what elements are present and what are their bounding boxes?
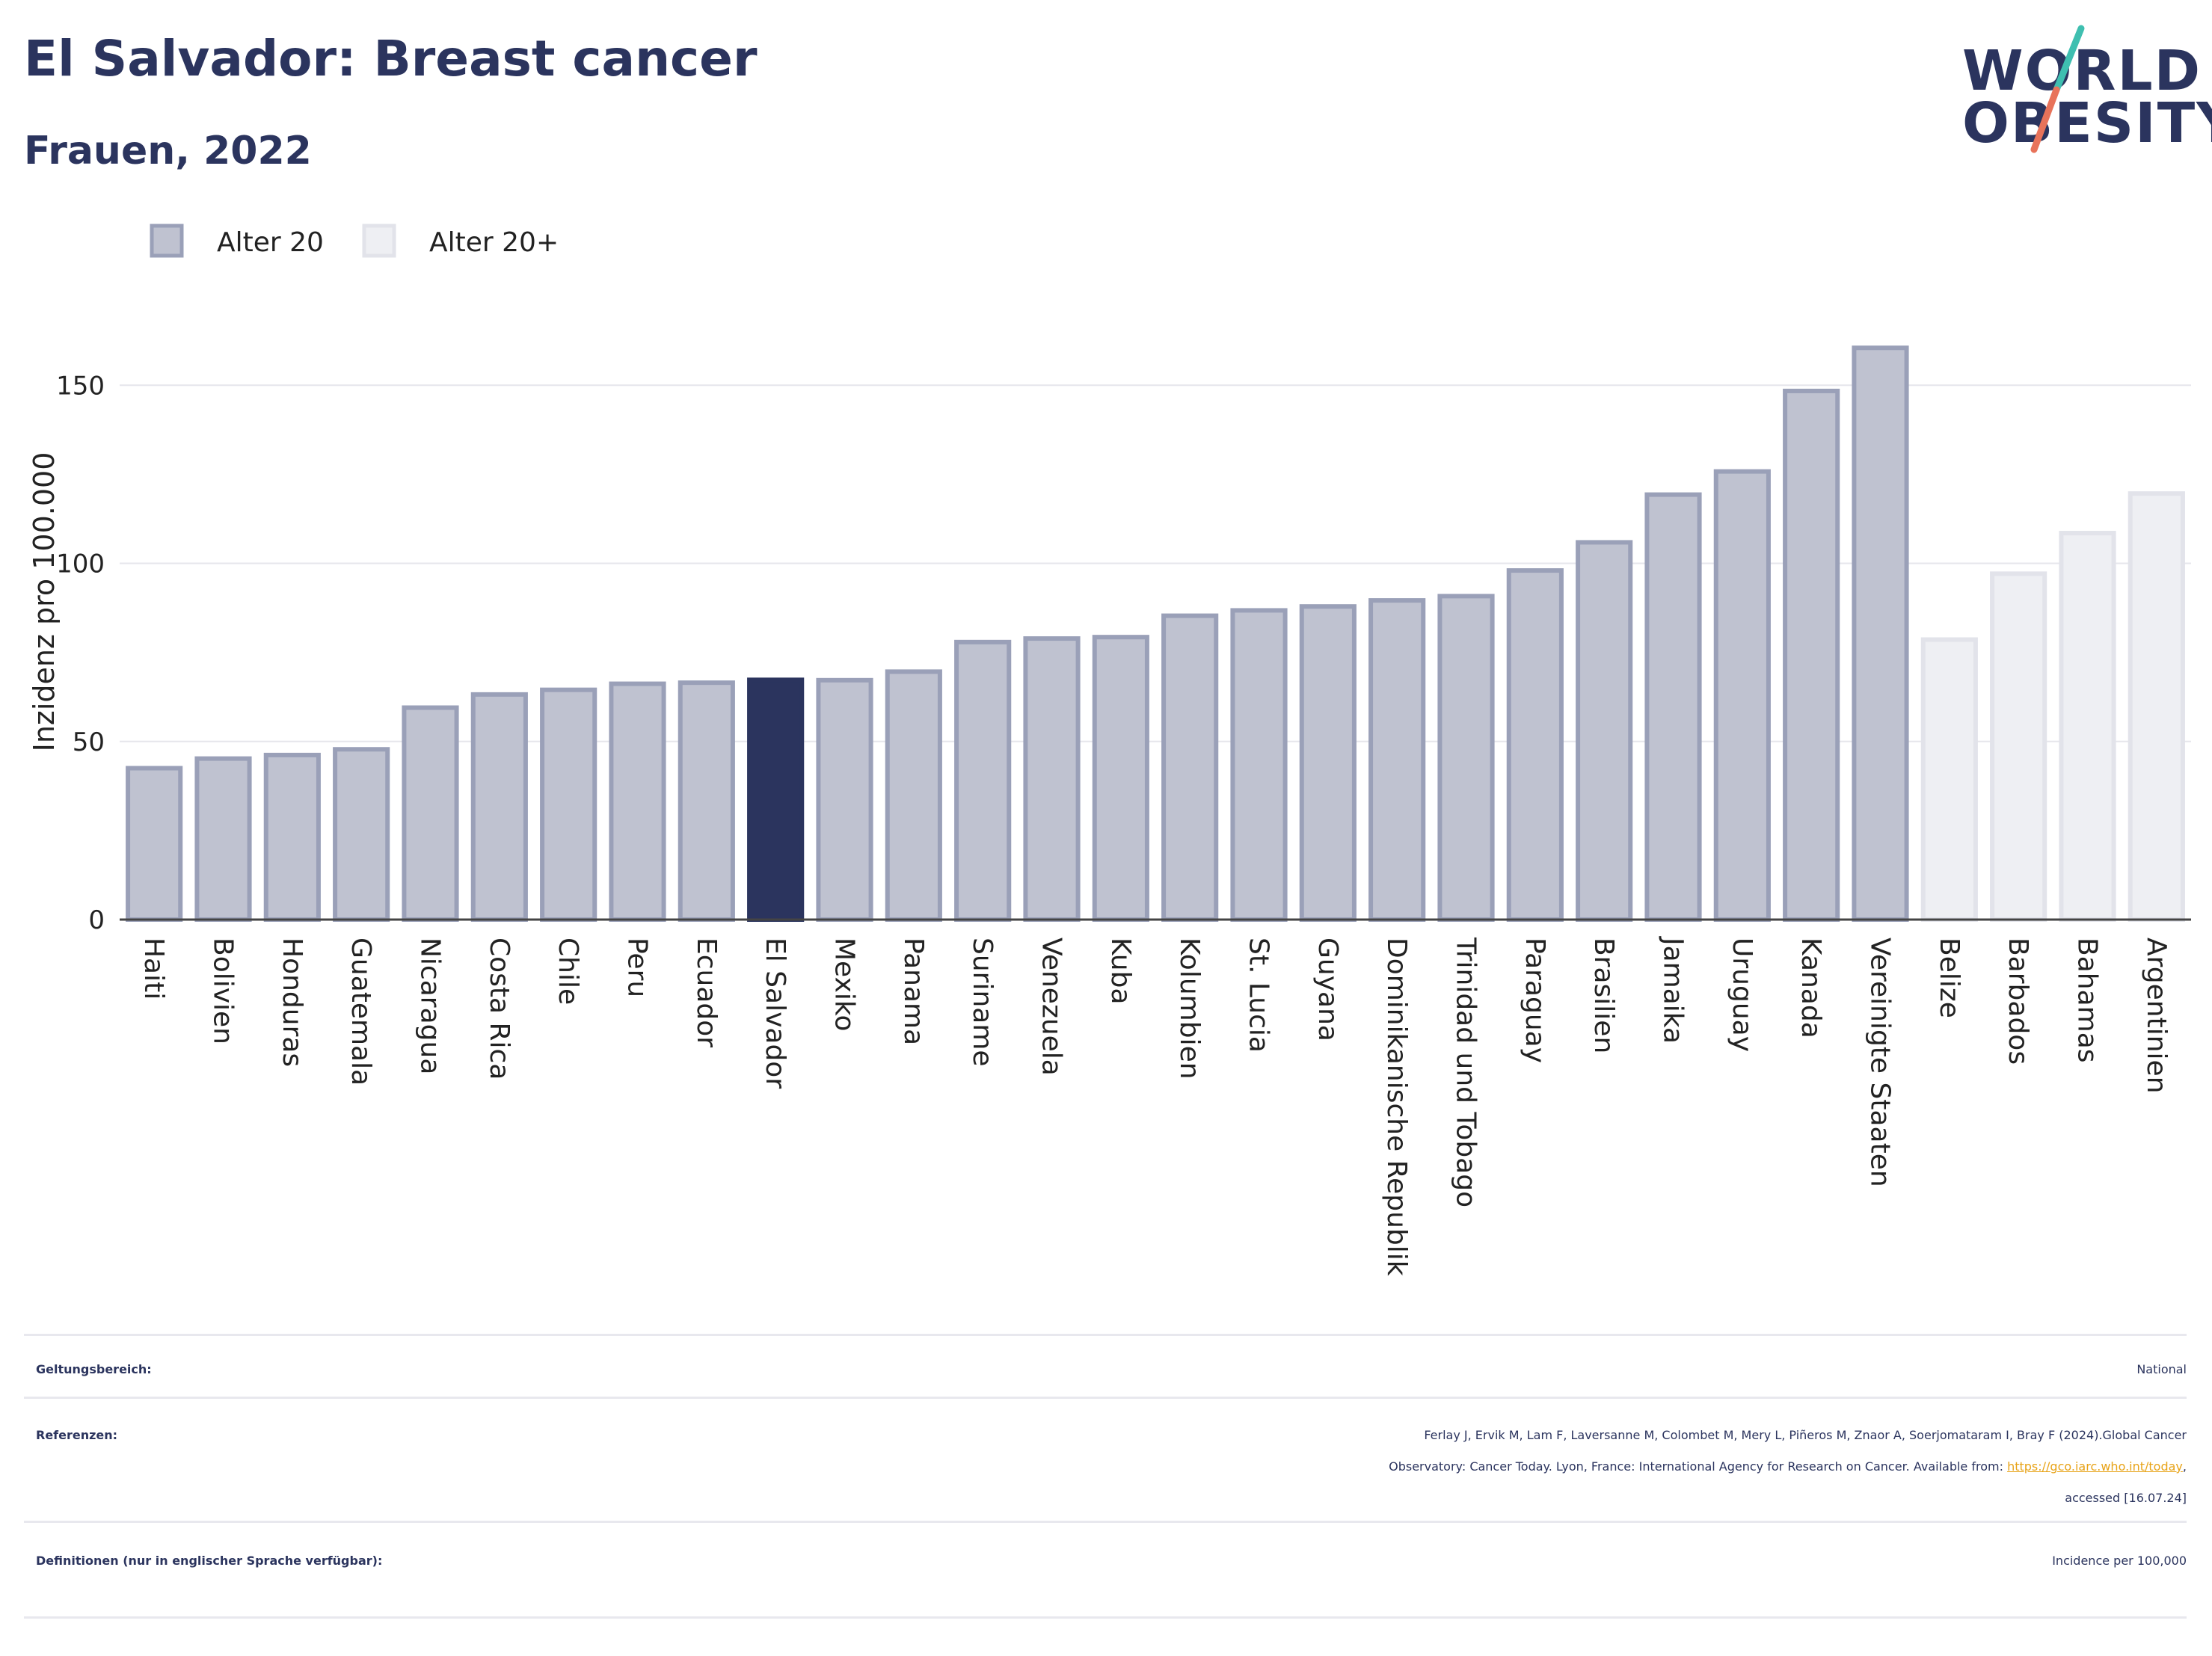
x-tick-label: Bahamas	[2072, 938, 2103, 1063]
info-references-row: Referenzen: Ferlay J, Ervik M, Lam F, La…	[24, 1397, 2187, 1523]
bar	[194, 756, 252, 923]
reference-line-2-end: ,	[2182, 1459, 2187, 1474]
bar	[1506, 568, 1564, 922]
x-tick-label: Honduras	[277, 938, 307, 1067]
x-tick-label: Ecuador	[691, 938, 722, 1047]
bar	[1437, 594, 1495, 922]
legend-swatch	[150, 224, 184, 258]
x-tick-label: Brasilien	[1588, 938, 1619, 1053]
bar	[1852, 345, 1909, 922]
references-label: Referenzen:	[36, 1428, 118, 1442]
bar	[1576, 540, 1633, 923]
x-tick-label: St. Lucia	[1244, 938, 1274, 1053]
x-tick-label: Paraguay	[1520, 938, 1550, 1063]
scope-label: Geltungsbereich:	[36, 1362, 152, 1376]
page-subtitle: Frauen, 2022	[24, 129, 312, 173]
bar	[678, 680, 735, 922]
info-bottom-divider	[24, 1616, 2187, 1619]
bar	[1713, 469, 1771, 922]
bar	[1161, 613, 1219, 923]
x-tick-label: Haiti	[138, 938, 169, 1000]
x-tick-label: Vereinigte Staaten	[1865, 938, 1896, 1187]
logo-line-2: OBESITY	[1962, 91, 2212, 156]
reference-line-2: Observatory: Cancer Today. Lyon, France:…	[616, 1451, 2187, 1483]
y-tick-label: 100	[56, 550, 105, 579]
info-scope-row: Geltungsbereich: National	[24, 1334, 2187, 1399]
x-tick-label: Dominikanische Republik	[1381, 938, 1412, 1276]
definitions-label: Definitionen (nur in englischer Sprache …	[36, 1554, 383, 1568]
references-value: Ferlay J, Ervik M, Lam F, Laversanne M, …	[616, 1420, 2187, 1514]
bar	[1023, 636, 1081, 922]
x-tick-label: Bolivien	[208, 938, 239, 1044]
y-axis-label: Inzidenz pro 100.000	[28, 452, 61, 752]
x-tick-label: Guatemala	[345, 938, 376, 1086]
x-tick-label: Nicaragua	[415, 938, 446, 1074]
legend-swatch	[362, 224, 396, 258]
x-tick-label: Mexiko	[829, 938, 860, 1031]
x-tick-label: Kanada	[1795, 938, 1826, 1038]
bar	[1092, 635, 1149, 922]
bar	[2059, 531, 2116, 922]
x-tick-label: Jamaika	[1658, 936, 1689, 1044]
logo-slash-icon	[2030, 25, 2085, 153]
bar	[333, 747, 390, 923]
bar	[954, 639, 1012, 922]
legend-label: Alter 20	[217, 227, 324, 258]
bar	[609, 681, 666, 922]
bar	[1230, 608, 1288, 922]
x-tick-label: Chile	[553, 938, 583, 1005]
bar	[885, 669, 942, 922]
reference-link[interactable]: https://gco.iarc.who.int/today	[2007, 1459, 2183, 1474]
definitions-value: Incidence per 100,000	[2052, 1554, 2187, 1568]
bar	[1920, 637, 1978, 923]
bar	[816, 677, 873, 922]
bar	[402, 705, 459, 922]
bar	[1644, 492, 1702, 922]
y-tick-label: 150	[56, 371, 105, 401]
x-tick-label: Guyana	[1312, 938, 1343, 1041]
bar	[747, 677, 805, 922]
bar	[470, 692, 528, 923]
legend-label: Alter 20+	[429, 227, 559, 258]
x-tick-label: Belize	[1934, 938, 1964, 1018]
x-tick-label: Barbados	[2003, 938, 2033, 1065]
bar	[1783, 388, 1840, 922]
x-tick-label: Argentinien	[2141, 938, 2172, 1094]
reference-line-3: accessed [16.07.24]	[2065, 1491, 2187, 1505]
x-tick-label: Trinidad und Tobago	[1451, 937, 1481, 1207]
world-obesity-logo: WORLD OBESITY	[1944, 22, 2212, 157]
info-definitions-row: Definitionen (nur in englischer Sprache …	[24, 1521, 2187, 1619]
x-tick-label: El Salvador	[760, 938, 790, 1089]
y-tick-label: 50	[73, 727, 105, 757]
bar	[1368, 598, 1426, 922]
logo-line-1: WORLD	[1962, 39, 2202, 103]
reference-line-1: Ferlay J, Ervik M, Lam F, Laversanne M, …	[1424, 1428, 2187, 1442]
bar-chart: 0 50 100 150 Inzidenz pro 100.000 Alter 20 Alt…	[28, 224, 2191, 1276]
bar	[1990, 571, 2047, 922]
bar	[540, 687, 597, 922]
x-tick-label: Kolumbien	[1174, 938, 1205, 1080]
x-tick-label: Kuba	[1105, 938, 1136, 1005]
x-tick-label: Venezuela	[1036, 938, 1067, 1076]
y-tick-label: 0	[88, 905, 105, 935]
x-tick-label: Costa Rica	[484, 938, 514, 1080]
page-title: El Salvador: Breast cancer	[24, 30, 758, 87]
x-tick-label: Uruguay	[1727, 938, 1757, 1052]
bar	[1299, 604, 1357, 923]
bar	[2127, 491, 2185, 922]
x-tick-label: Suriname	[967, 938, 998, 1067]
x-tick-label: Panama	[898, 938, 929, 1045]
bar	[126, 766, 183, 922]
reference-line-2-text: Observatory: Cancer Today. Lyon, France:…	[1389, 1459, 2008, 1474]
x-tick-label: Peru	[622, 938, 653, 997]
scope-value: National	[2136, 1362, 2187, 1376]
bar	[263, 752, 321, 923]
